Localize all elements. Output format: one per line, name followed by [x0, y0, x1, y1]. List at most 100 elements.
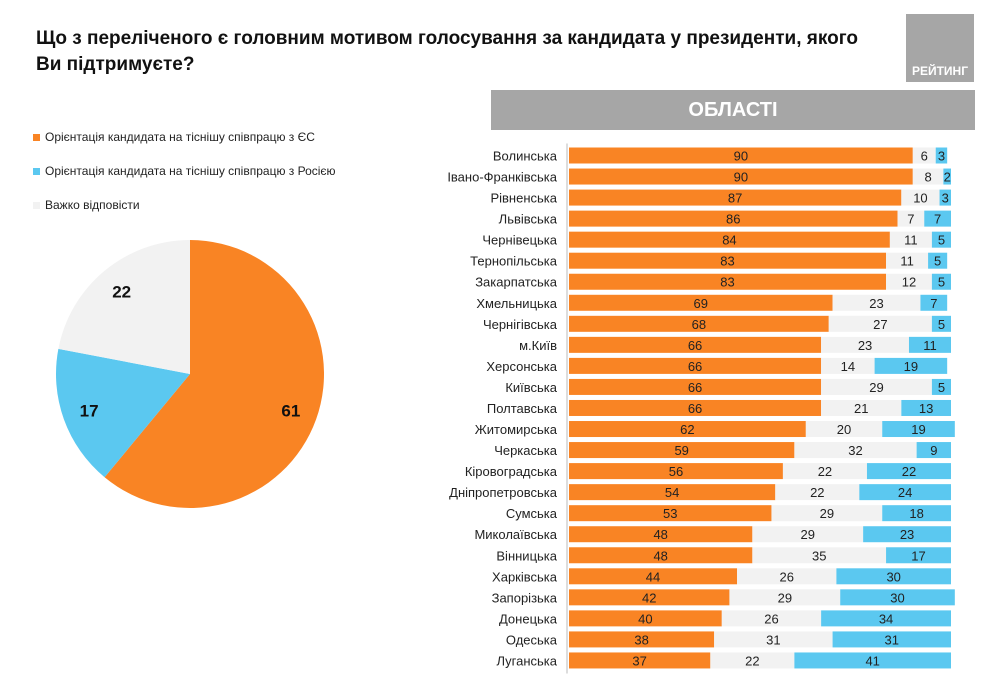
bar-data-label: 5 — [938, 275, 945, 290]
bar-segment — [569, 526, 753, 543]
bar-segment — [886, 547, 951, 564]
pie-slice — [56, 348, 190, 478]
bar-segment — [935, 147, 948, 164]
bar-data-label: 23 — [900, 527, 914, 542]
bar-data-label: 27 — [873, 317, 887, 332]
bar-segment — [874, 357, 948, 374]
bar-data-label: 29 — [801, 527, 815, 542]
regions-header: ОБЛАСТІ — [491, 90, 975, 130]
bar-segment — [721, 610, 822, 627]
legend-swatch-hard — [33, 201, 40, 209]
bar-segment — [916, 442, 951, 459]
rating-logo: РЕЙТИНГ — [906, 14, 974, 82]
pie-data-label: 17 — [80, 401, 99, 420]
bar-data-label: 8 — [924, 170, 931, 185]
bar-segment — [821, 357, 875, 374]
category-label: Закарпатська — [475, 275, 558, 290]
bar-segment — [569, 315, 829, 332]
bar-segment — [866, 463, 951, 480]
bar-segment — [569, 442, 795, 459]
bar-data-label: 53 — [663, 506, 677, 521]
bar-segment — [569, 168, 913, 185]
bar-segment — [775, 484, 860, 501]
bar-data-label: 83 — [720, 275, 734, 290]
bar-data-label: 54 — [665, 485, 679, 500]
bar-data-label: 5 — [938, 233, 945, 248]
bar-data-label: 32 — [848, 443, 862, 458]
bar-segment — [912, 168, 944, 185]
category-label: Черкаська — [494, 443, 558, 458]
bar-data-label: 11 — [923, 338, 937, 353]
bar-data-label: 66 — [688, 338, 702, 353]
category-label: Тернопільська — [470, 254, 558, 269]
bar-data-label: 37 — [632, 653, 646, 668]
logo-text: РЕЙТИНГ — [911, 64, 969, 78]
bar-segment — [771, 505, 883, 522]
bar-data-label: 5 — [938, 380, 945, 395]
bar-data-label: 48 — [653, 548, 667, 563]
bar-segment — [931, 315, 951, 332]
bar-segment — [569, 294, 833, 311]
bar-segment — [886, 273, 932, 290]
bar-data-label: 56 — [669, 464, 683, 479]
bar-segment — [569, 652, 711, 669]
category-label: Донецька — [499, 611, 558, 626]
bar-data-label: 19 — [904, 359, 918, 374]
bar-segment — [821, 378, 932, 395]
bar-data-label: 14 — [841, 359, 855, 374]
bar-data-label: 41 — [865, 653, 879, 668]
bar-segment — [569, 252, 887, 269]
category-label: Вінницька — [496, 548, 557, 563]
bar-segment — [908, 336, 951, 353]
bar-data-label: 42 — [642, 590, 656, 605]
bar-segment — [569, 505, 772, 522]
page-title: Що з переліченого є головним мотивом гол… — [36, 28, 858, 75]
bar-data-label: 20 — [837, 422, 851, 437]
bar-segment — [931, 273, 951, 290]
bar-segment — [714, 631, 833, 648]
bar-segment — [569, 189, 902, 206]
bar-data-label: 29 — [778, 590, 792, 605]
bar-segment — [821, 336, 909, 353]
category-label: Кіровоградська — [465, 464, 558, 479]
bar-segment — [569, 210, 898, 227]
bar-data-label: 22 — [818, 464, 832, 479]
bar-data-label: 7 — [930, 296, 937, 311]
bar-data-label: 5 — [938, 317, 945, 332]
category-label: Чернігівська — [483, 317, 558, 332]
bar-data-label: 22 — [902, 464, 916, 479]
bar-data-label: 35 — [812, 548, 826, 563]
bar-data-label: 9 — [930, 443, 937, 458]
bar-data-label: 23 — [858, 338, 872, 353]
bar-segment — [569, 484, 776, 501]
bar-data-label: 22 — [810, 485, 824, 500]
pie-slice — [104, 240, 325, 508]
legend-item-hard: Важко відповісти — [33, 198, 140, 212]
bar-segment — [569, 378, 822, 395]
bar-segment — [897, 210, 925, 227]
bar-segment — [821, 610, 951, 627]
bar-segment — [832, 631, 951, 648]
category-label: Миколаївська — [474, 527, 557, 542]
bar-data-label: 7 — [907, 212, 914, 227]
bar-data-label: 3 — [942, 191, 949, 206]
bar-data-label: 19 — [911, 422, 925, 437]
legend-label: Орієнтація кандидата на тіснішу співпрац… — [45, 164, 336, 178]
bar-data-label: 13 — [919, 401, 933, 416]
pie-slice — [58, 240, 191, 374]
category-label: Сумська — [506, 506, 558, 521]
legend-swatch-eu — [33, 133, 40, 141]
bar-data-label: 22 — [745, 653, 759, 668]
bar-segment — [569, 147, 913, 164]
bar-data-label: 48 — [653, 527, 667, 542]
category-label: Київська — [505, 380, 557, 395]
bar-segment — [920, 294, 948, 311]
category-label: Одеська — [506, 632, 558, 647]
bar-data-label: 68 — [692, 317, 706, 332]
bar-segment — [782, 463, 867, 480]
bar-segment — [863, 526, 951, 543]
bar-segment — [901, 399, 951, 416]
category-label: м.Київ — [519, 338, 557, 353]
bar-data-label: 29 — [820, 506, 834, 521]
bar-segment — [886, 252, 929, 269]
